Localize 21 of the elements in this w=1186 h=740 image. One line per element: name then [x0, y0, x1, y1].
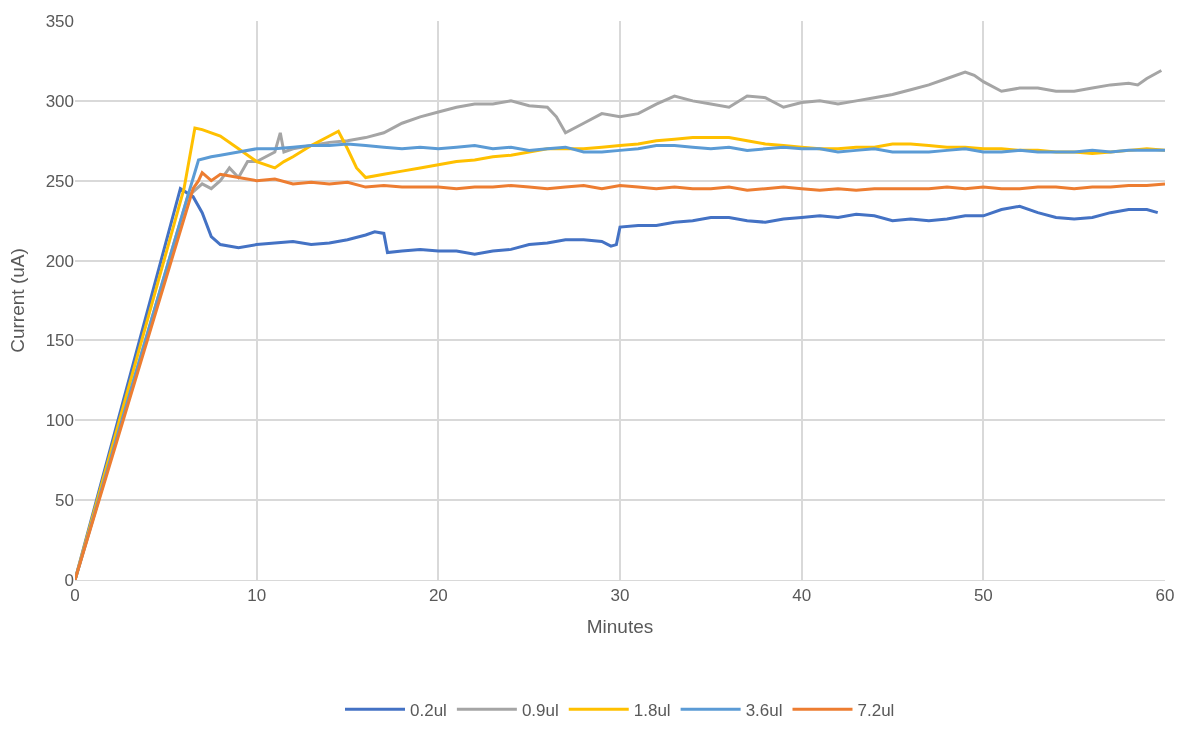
legend-label: 1.8ul [633, 700, 671, 720]
y-tick-label: 250 [45, 171, 74, 191]
x-tick-label: 60 [1155, 586, 1175, 606]
legend-label: 3.6ul [745, 700, 783, 720]
legend-label: 0.9ul [521, 700, 559, 720]
x-tick-label: 50 [973, 586, 993, 606]
y-axis-title: Current (uA) [7, 248, 29, 353]
y-tick-label: 300 [45, 91, 74, 111]
x-tick-label: 10 [247, 586, 267, 606]
x-axis-title: Minutes [586, 616, 654, 638]
y-tick-label: 50 [55, 491, 74, 511]
y-tick-label: 100 [45, 411, 74, 431]
y-tick-label: 150 [45, 331, 74, 351]
y-tick-label: 0 [64, 570, 74, 590]
legend-label: 0.2ul [410, 700, 447, 720]
x-tick-label: 20 [428, 586, 448, 606]
x-tick-label: 30 [610, 586, 630, 606]
y-tick-label: 200 [45, 251, 74, 271]
y-tick-label: 350 [45, 11, 74, 31]
x-tick-label: 40 [792, 586, 812, 606]
legend-label: 7.2ul [857, 700, 895, 720]
